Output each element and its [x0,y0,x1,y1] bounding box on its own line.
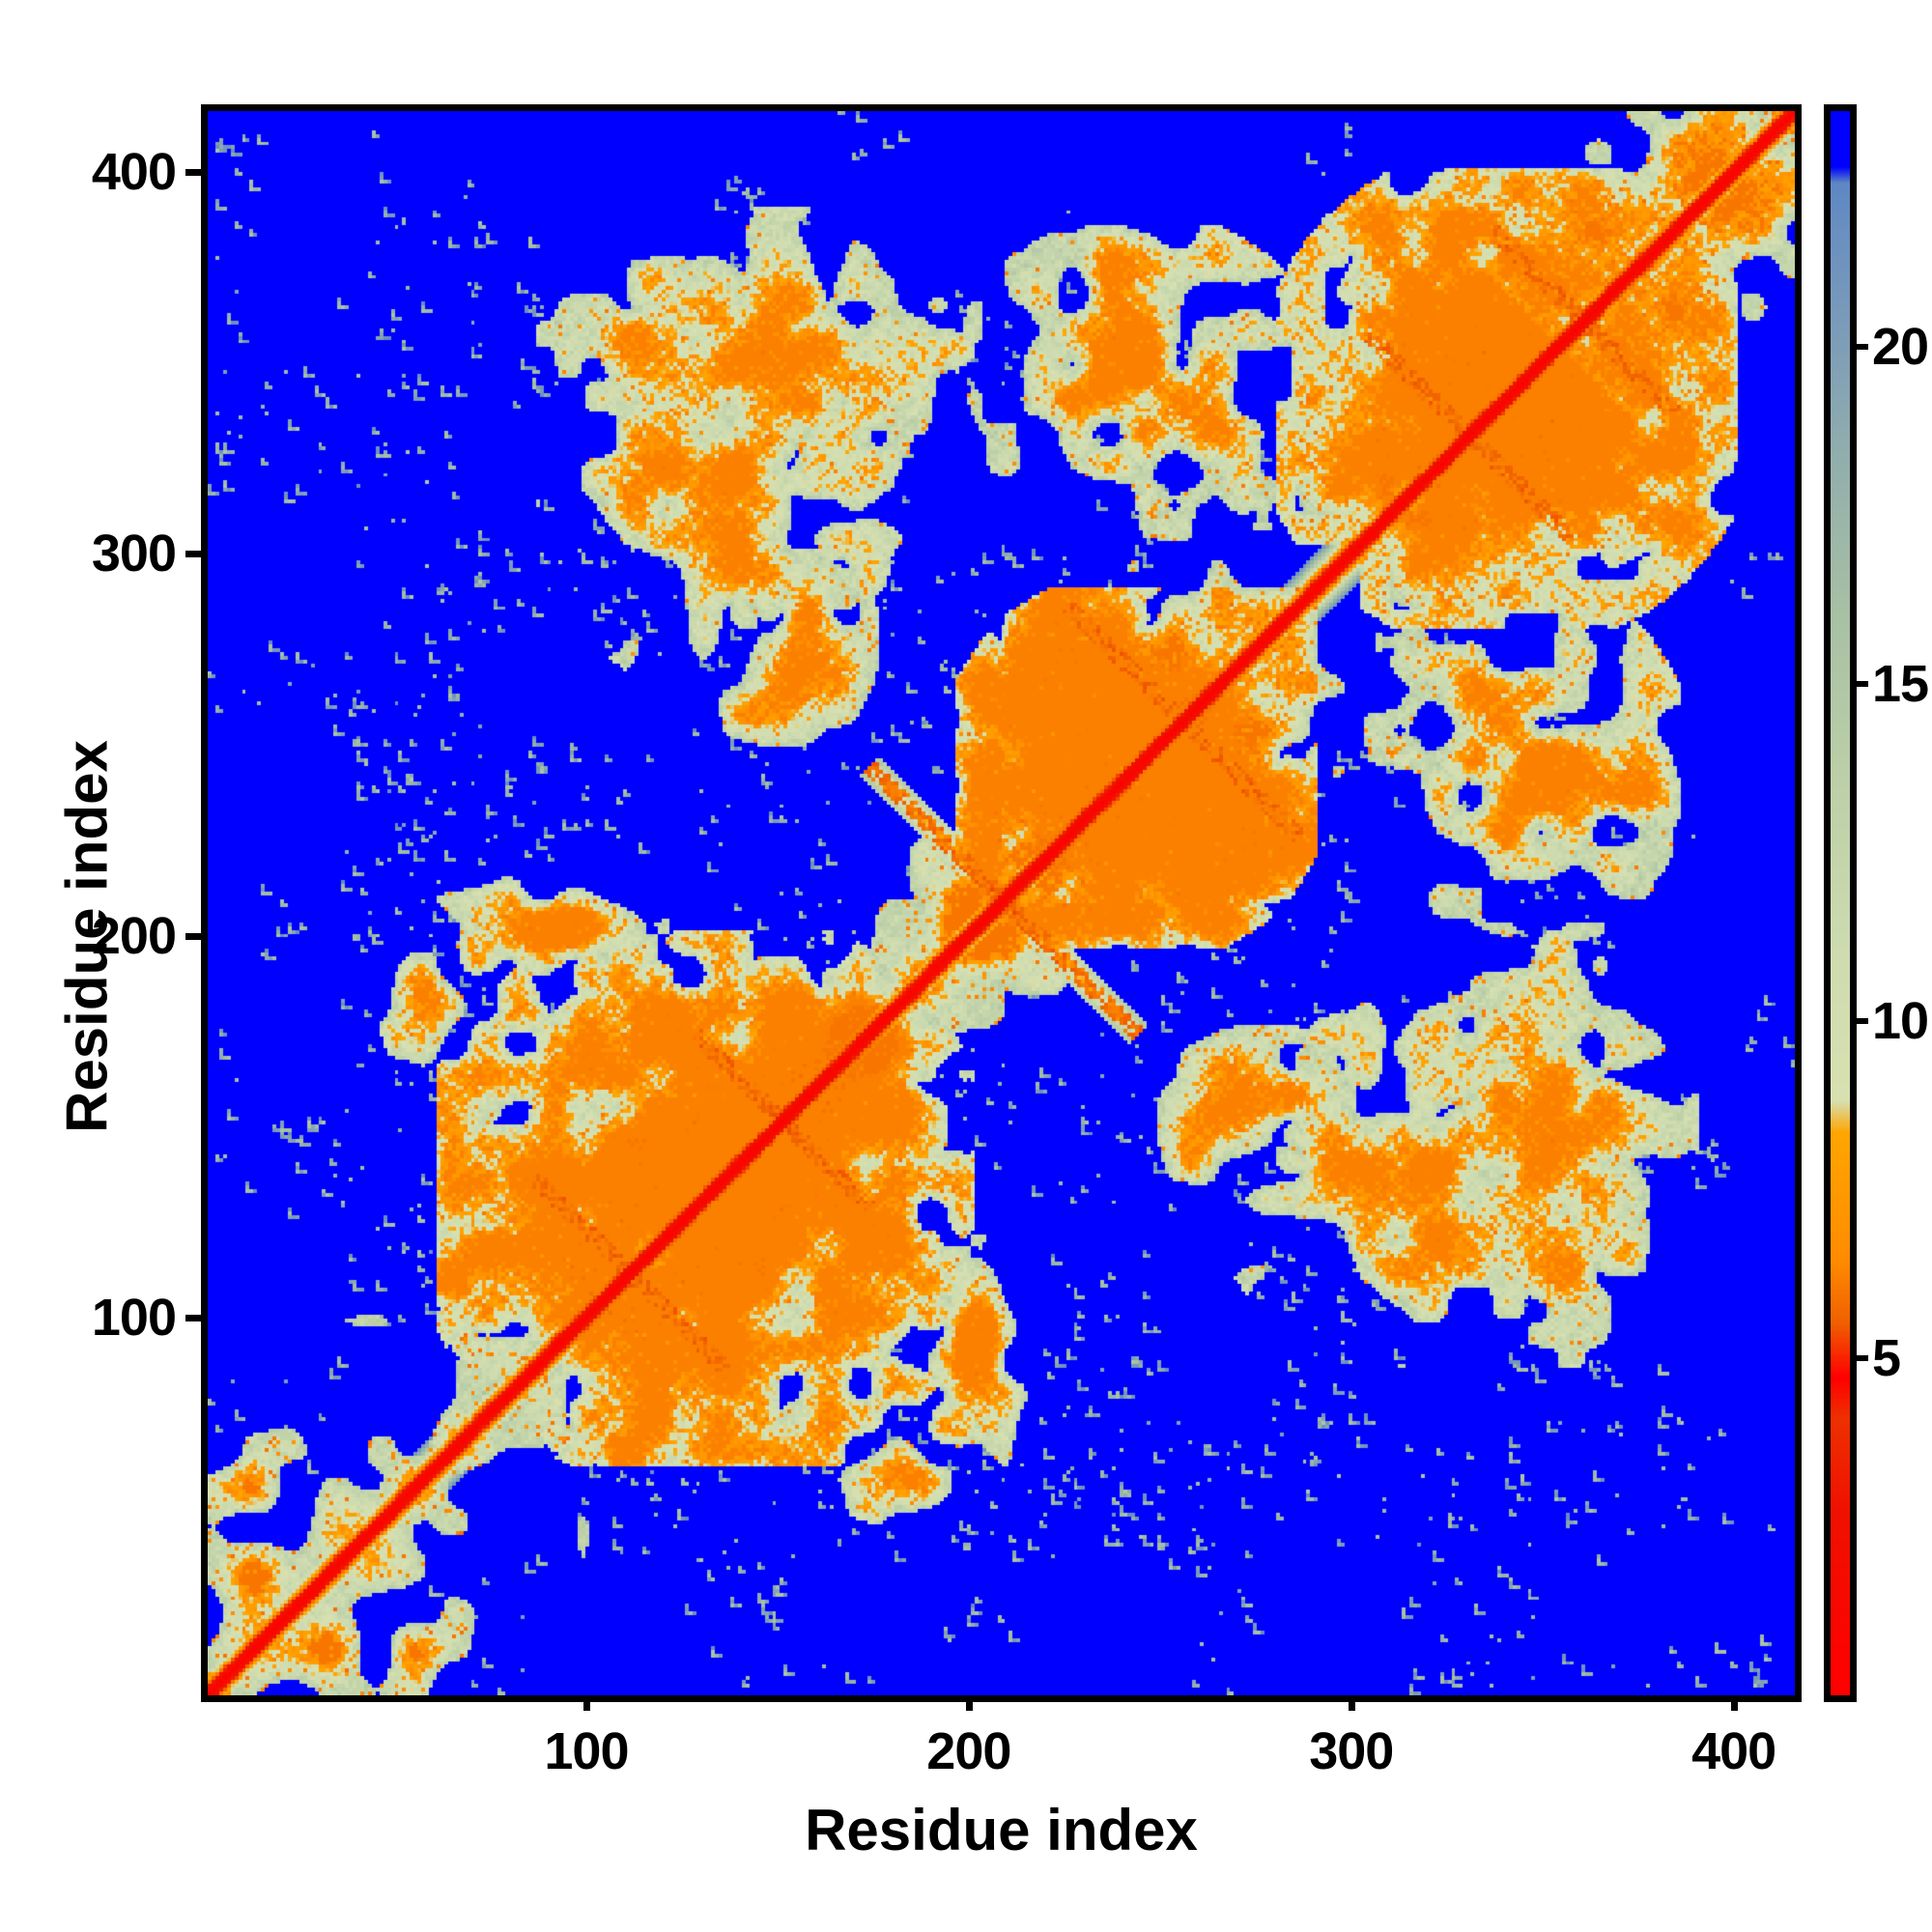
colorbar-tick-label: 20 [1872,318,1929,377]
x-axis-label: Residue index [805,1798,1198,1862]
y-axis-label: Residue index [54,740,120,1133]
x-tick-mark [1730,1695,1738,1711]
colorbar [1824,104,1857,1702]
x-tick-label: 100 [544,1722,629,1780]
y-tick-label: 400 [91,143,177,202]
x-tick-label: 400 [1691,1722,1776,1780]
x-tick-mark [1348,1695,1355,1711]
colorbar-tick-mark [1855,344,1868,351]
y-tick-label: 200 [91,906,177,965]
x-tick-label: 200 [926,1722,1011,1780]
y-tick-label: 300 [91,525,177,583]
colorbar-tick-mark [1855,681,1868,688]
y-tick-mark [185,1314,201,1321]
y-tick-mark [185,932,201,940]
colorbar-tick-mark [1855,1355,1868,1362]
x-tick-label: 300 [1309,1722,1394,1780]
distance-matrix-canvas [208,111,1795,1695]
colorbar-tick-label: 5 [1872,1329,1901,1388]
colorbar-tick-mark [1855,1018,1868,1025]
x-tick-mark [965,1695,973,1711]
heatmap-plot-area [201,104,1802,1702]
y-tick-mark [185,551,201,558]
colorbar-gradient-canvas [1831,111,1850,1695]
y-tick-label: 100 [91,1288,177,1347]
colorbar-tick-label: 15 [1872,655,1929,714]
colorbar-tick-label: 10 [1872,992,1929,1051]
y-tick-mark [185,169,201,177]
x-tick-mark [582,1695,590,1711]
